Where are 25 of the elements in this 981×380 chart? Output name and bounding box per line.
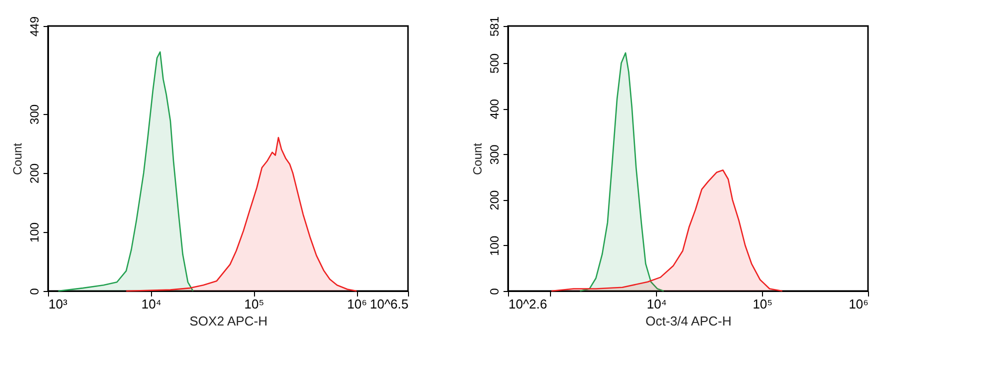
y-axis-title: Count <box>470 142 484 176</box>
x-tick-label: 10⁵ <box>752 296 773 312</box>
x-axis-title: SOX2 APC-H <box>189 314 268 328</box>
y-tick-label: 0 <box>488 288 502 295</box>
x-tick-label: 10⁶ <box>848 296 868 312</box>
y-tick-label: 400 <box>488 98 502 120</box>
y-tick-label: 200 <box>28 163 42 184</box>
x-tick-label: 10⁴ <box>141 296 162 312</box>
x-axis-title: Oct-3/4 APC-H <box>646 314 732 328</box>
y-tick-label: 500 <box>488 53 502 74</box>
y-tick-label: 449 <box>28 16 42 37</box>
y-tick-label: 100 <box>28 222 42 242</box>
y-tick-label: 200 <box>488 190 502 210</box>
x-tick-label: 10³ <box>48 296 68 312</box>
x-tick-label: 10⁶ <box>347 296 367 312</box>
x-tick-label: 10⁴ <box>646 296 667 312</box>
x-tick-label: 10⁵ <box>244 296 264 312</box>
x-tick-label: 10^2.6 <box>508 296 548 312</box>
y-axis-title: Count <box>10 142 24 176</box>
y-tick-label: 100 <box>488 236 502 256</box>
y-tick-label: 0 <box>28 288 42 295</box>
y-tick-label: 300 <box>488 144 502 165</box>
x-tick-label: 10^6.5 <box>370 296 408 312</box>
y-tick-label: 581 <box>488 16 502 37</box>
y-tick-label: 300 <box>28 104 42 124</box>
